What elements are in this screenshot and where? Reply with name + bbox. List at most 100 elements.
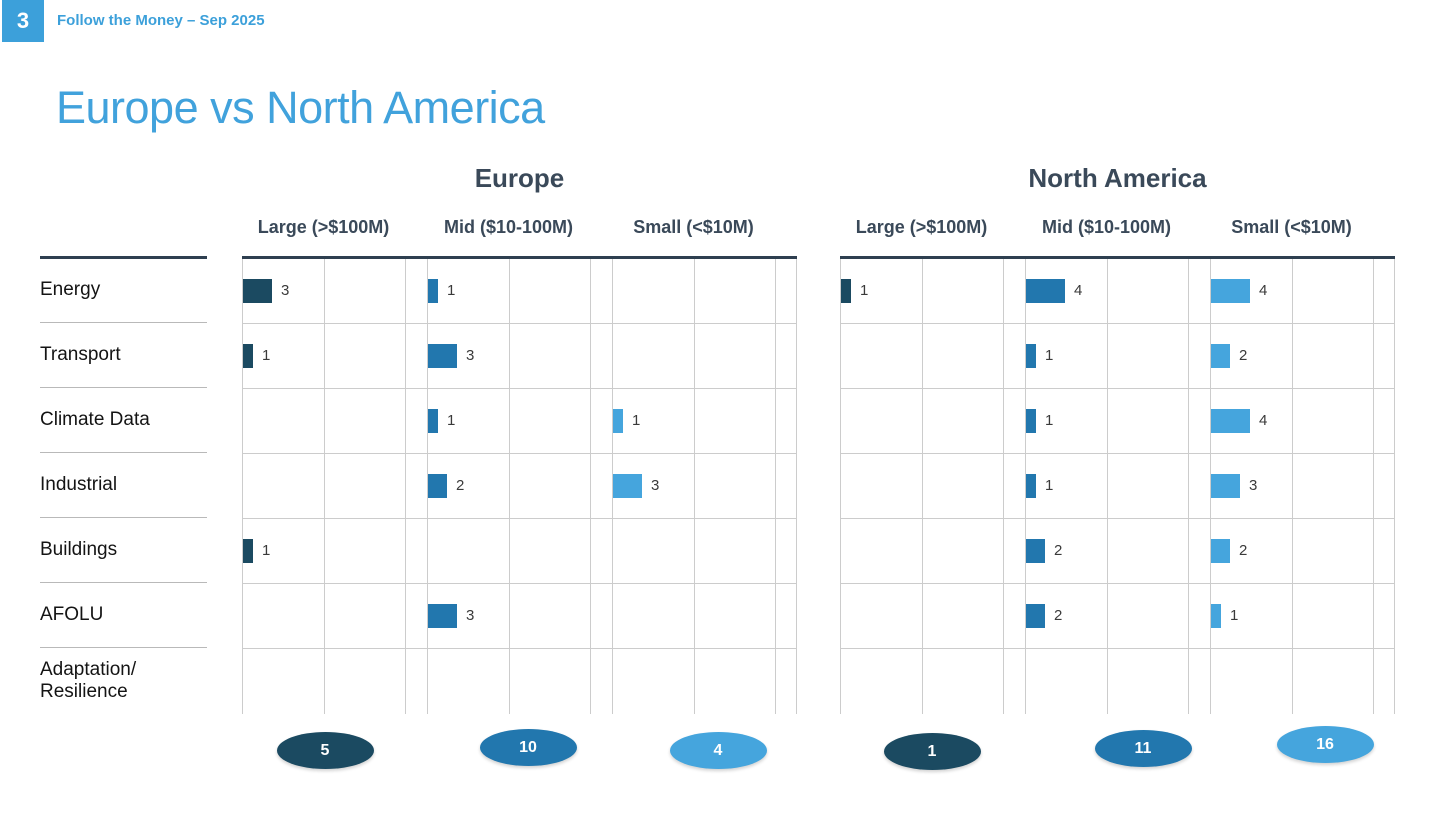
- bar-value: 3: [1249, 477, 1258, 494]
- bar-value: 1: [1045, 347, 1054, 364]
- bar-value: 1: [1230, 607, 1239, 624]
- bar-value: 2: [1239, 347, 1248, 364]
- grid-line-horizontal: [840, 648, 1395, 649]
- total-badge: 10: [479, 729, 577, 766]
- total-value: 10: [519, 738, 537, 756]
- row-label: Industrial: [40, 453, 207, 518]
- bar: [428, 409, 438, 433]
- bar-value: 2: [1054, 607, 1063, 624]
- grid-line-vertical: [1188, 259, 1189, 714]
- total-badge: 11: [1094, 730, 1192, 767]
- column-header: Small (<$10M): [1231, 217, 1352, 237]
- grid-line-vertical: [796, 259, 797, 714]
- region-grid: 1 4 1 1 1 2 2 4 2 4 3 2 1: [840, 256, 1395, 714]
- bar: [1211, 539, 1230, 563]
- bar: [841, 279, 851, 303]
- grid-line-vertical: [405, 259, 406, 714]
- bar-value: 3: [281, 282, 290, 299]
- bar-value: 4: [1259, 282, 1268, 299]
- row-label: Energy: [40, 258, 207, 323]
- bar-value: 3: [466, 347, 475, 364]
- bar: [243, 344, 253, 368]
- grid-line-horizontal: [242, 323, 797, 324]
- bar: [1026, 604, 1045, 628]
- total-value: 4: [713, 741, 723, 759]
- bar: [1211, 279, 1250, 303]
- bar-value: 1: [262, 347, 271, 364]
- grid-line-vertical: [694, 259, 695, 714]
- grid-line-horizontal: [840, 323, 1395, 324]
- grid-line-horizontal: [242, 648, 797, 649]
- column-header: Mid ($10-100M): [1041, 217, 1172, 237]
- bar-value: 1: [1045, 477, 1054, 494]
- bar: [1026, 409, 1036, 433]
- grid-line-vertical: [775, 259, 776, 714]
- bar: [1026, 539, 1045, 563]
- grid-line-vertical: [1373, 259, 1374, 714]
- grid-line-vertical: [612, 259, 613, 714]
- grid-top-border: [242, 256, 797, 259]
- grid-line-vertical: [1394, 259, 1395, 714]
- page-title: Europe vs North America: [56, 82, 545, 133]
- grid-top-border: [840, 256, 1395, 259]
- bar-value: 3: [651, 477, 660, 494]
- bar: [1026, 279, 1065, 303]
- column-header: Large (>$100M): [257, 217, 390, 237]
- bar: [1026, 344, 1036, 368]
- region-title: Europe: [474, 163, 565, 193]
- bar: [428, 279, 438, 303]
- bar: [1211, 409, 1250, 433]
- grid-line-horizontal: [840, 518, 1395, 519]
- bar-value: 2: [1239, 542, 1248, 559]
- grid-line-vertical: [1210, 259, 1211, 714]
- total-value: 5: [320, 741, 330, 759]
- grid-line-vertical: [840, 259, 841, 714]
- bar-value: 1: [447, 412, 456, 429]
- grid-line-horizontal: [840, 583, 1395, 584]
- row-label: Buildings: [40, 518, 207, 583]
- column-header: Mid ($10-100M): [443, 217, 574, 237]
- grid-line-horizontal: [242, 518, 797, 519]
- label-column-top-border: [40, 256, 207, 259]
- row-label: AFOLU: [40, 583, 207, 648]
- bar: [1211, 344, 1230, 368]
- grid-line-vertical: [1003, 259, 1004, 714]
- grid-line-vertical: [1107, 259, 1108, 714]
- region-title: North America: [1028, 163, 1207, 193]
- bar: [613, 409, 623, 433]
- grid-line-vertical: [1025, 259, 1026, 714]
- bar-value: 1: [1045, 412, 1054, 429]
- row-label: Climate Data: [40, 388, 207, 453]
- bar-value: 1: [632, 412, 641, 429]
- row-label: Transport: [40, 323, 207, 388]
- bar: [1211, 474, 1240, 498]
- bar-value: 4: [1074, 282, 1083, 299]
- slide-number-badge: 3: [2, 0, 44, 42]
- total-value: 11: [1134, 739, 1152, 757]
- deck-title: Follow the Money – Sep 2025: [57, 12, 265, 29]
- grid-line-vertical: [1292, 259, 1293, 714]
- total-value: 1: [927, 742, 937, 760]
- region-grid: 3 1 1 1 3 1 2 3 1 3: [242, 256, 797, 714]
- bar: [428, 604, 457, 628]
- bar-value: 4: [1259, 412, 1268, 429]
- grid-line-vertical: [427, 259, 428, 714]
- column-header: Small (<$10M): [633, 217, 754, 237]
- grid-line-horizontal: [242, 453, 797, 454]
- bar: [613, 474, 642, 498]
- grid-line-horizontal: [242, 583, 797, 584]
- bar-value: 2: [456, 477, 465, 494]
- bar-value: 1: [262, 542, 271, 559]
- bar-value: 1: [447, 282, 456, 299]
- row-label: Adaptation/ Resilience: [40, 658, 137, 702]
- total-value: 16: [1316, 735, 1334, 753]
- bar: [1026, 474, 1036, 498]
- bar-value: 1: [860, 282, 869, 299]
- bar: [243, 279, 272, 303]
- grid-line-vertical: [509, 259, 510, 714]
- grid-line-vertical: [590, 259, 591, 714]
- total-badge: 1: [883, 733, 981, 770]
- total-badge: 4: [669, 732, 767, 769]
- bar: [1211, 604, 1221, 628]
